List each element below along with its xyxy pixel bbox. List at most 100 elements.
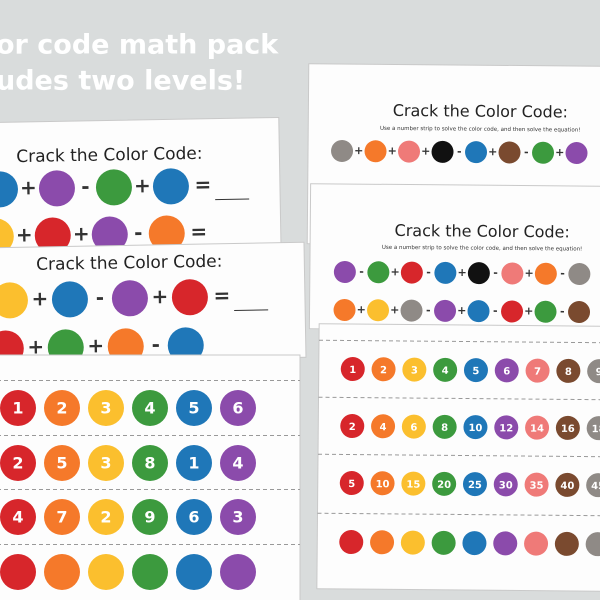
color-dot: [171, 279, 208, 316]
number: 9: [144, 508, 155, 527]
number: 4: [380, 422, 387, 433]
headline: udes two levels!: [0, 66, 245, 97]
number-dot: [462, 472, 487, 497]
number-dot: [585, 532, 600, 557]
color-dot: [91, 216, 128, 253]
operator: -: [493, 304, 498, 317]
color-dot: [95, 169, 132, 206]
operator: +: [31, 286, 48, 310]
number-dot: [132, 554, 168, 590]
operator: +: [73, 221, 90, 245]
color-dot: [501, 262, 524, 285]
number-dot: [44, 554, 80, 590]
number-dot: [220, 390, 256, 426]
color-dot: [498, 141, 521, 164]
number-dot: [370, 530, 395, 555]
number: 30: [499, 480, 513, 491]
color-dot: [152, 168, 189, 205]
operator: -: [359, 265, 364, 278]
number-dot: [220, 445, 256, 481]
number: 16: [561, 424, 575, 435]
number: 5: [188, 399, 199, 418]
color-dot: [331, 139, 354, 162]
operator: +: [390, 303, 399, 316]
number: 25: [468, 480, 482, 491]
number-dot: [340, 357, 365, 382]
number-dot: [0, 445, 36, 481]
number: 3: [100, 399, 111, 418]
operator: +: [20, 175, 37, 199]
color-dot: [532, 141, 555, 164]
color-dot: [367, 299, 390, 322]
number-dot: [493, 472, 518, 497]
cut-line: [318, 453, 600, 458]
number: 2: [380, 365, 387, 376]
number: 6: [503, 366, 510, 377]
number-dot: [88, 445, 124, 481]
color-dot: [0, 282, 28, 319]
number: 6: [188, 508, 199, 527]
number-dot: [401, 471, 426, 496]
color-dot: [367, 261, 390, 284]
worksheet: Crack the Color Code: + - + = + + - =: [0, 116, 282, 264]
operator: +: [390, 265, 399, 278]
operator: +: [151, 284, 168, 308]
color-dot: [111, 280, 148, 317]
operator: =: [194, 172, 211, 196]
color-dot: [398, 140, 421, 163]
number-dot: [132, 499, 168, 535]
color-dot: [51, 281, 88, 318]
number-dot: [556, 358, 581, 383]
number: 14: [530, 424, 544, 435]
color-dot: [434, 299, 457, 322]
number-dot: [463, 415, 488, 440]
number: 10: [376, 479, 390, 490]
number-dot: [339, 530, 364, 555]
number-dot: [0, 499, 36, 535]
number-dot: [400, 530, 425, 555]
operator: +: [421, 145, 430, 158]
number-dot: [220, 554, 256, 590]
color-dot: [167, 327, 204, 364]
number: 3: [232, 508, 243, 527]
number-dot: [339, 471, 364, 496]
number: 1: [188, 454, 199, 473]
operator: -: [560, 267, 565, 280]
color-dot: [534, 262, 557, 285]
number-dot: [370, 471, 395, 496]
worksheet-title: Crack the Color Code:: [395, 221, 570, 242]
answer-blank: [215, 198, 250, 201]
operator: +: [524, 267, 533, 280]
cut-line: [319, 339, 600, 344]
operator: -: [134, 220, 143, 244]
operator: +: [524, 305, 533, 318]
operator: -: [524, 146, 529, 159]
number: 18: [592, 424, 600, 435]
operator: +: [354, 144, 363, 157]
color-dot: [565, 142, 588, 165]
number: 1: [349, 365, 356, 376]
cut-line: [317, 512, 600, 517]
number: 9: [596, 367, 600, 378]
number-dot: [44, 390, 80, 426]
number-dot: [220, 499, 256, 535]
color-dot: [400, 299, 423, 322]
color-dot: [501, 300, 524, 323]
number: 12: [499, 423, 513, 434]
worksheet-title: Crack the Color Code:: [36, 252, 223, 275]
number: 15: [406, 480, 420, 491]
number-dot: [340, 414, 365, 439]
operator: -: [426, 304, 431, 317]
number-dot: [176, 554, 212, 590]
operator: -: [96, 285, 105, 309]
operator: +: [134, 173, 151, 197]
worksheet: Crack the Color Code: + - + = + + -: [0, 241, 307, 367]
color-dot: [568, 263, 591, 286]
number-dot: [432, 471, 457, 496]
number: 6: [410, 423, 417, 434]
number: 8: [144, 454, 155, 473]
operator: -: [457, 145, 462, 158]
operator: -: [493, 266, 498, 279]
number-dot: [555, 472, 580, 497]
number-dot: [371, 357, 396, 382]
